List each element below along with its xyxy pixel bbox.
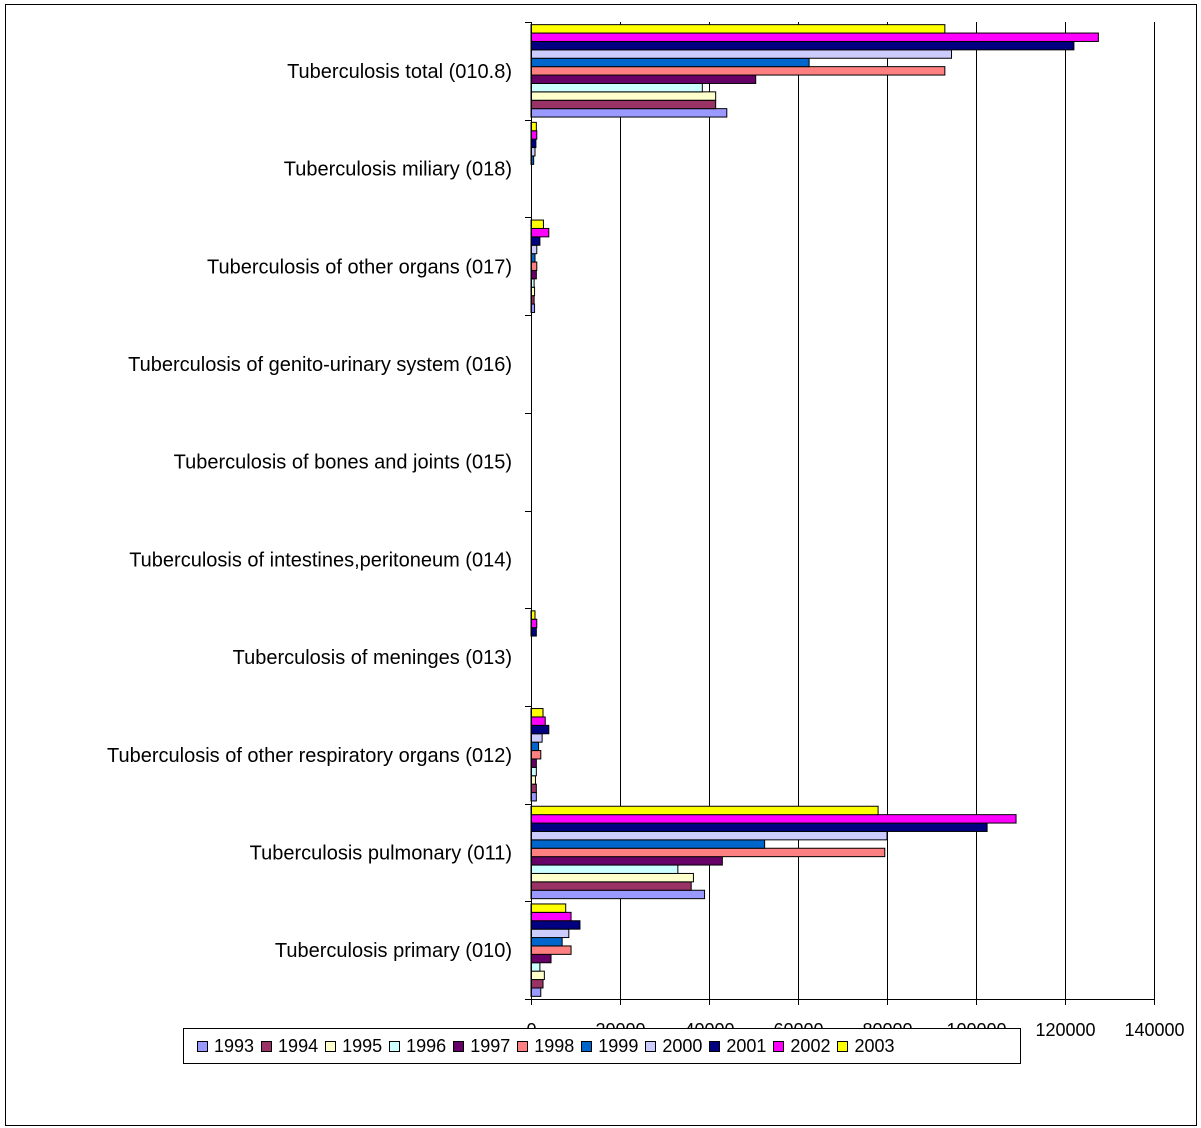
bar-2000-cat-1 xyxy=(530,830,888,841)
legend-item: 2002 xyxy=(773,1036,830,1057)
legend-item: 1994 xyxy=(261,1036,318,1057)
bar-1996-cat-9 xyxy=(530,82,703,93)
bar-2001-cat-9 xyxy=(530,40,1075,51)
category-label: Tuberculosis of other respiratory organs… xyxy=(107,745,512,767)
legend-swatch xyxy=(197,1040,208,1052)
legend-swatch xyxy=(581,1040,593,1052)
bar-2000-cat-0 xyxy=(530,928,570,939)
bar-1994-cat-1 xyxy=(530,881,692,891)
category-label: Tuberculosis of meninges (013) xyxy=(233,647,512,669)
legend-item: 1996 xyxy=(389,1036,446,1057)
bar-1994-cat-9 xyxy=(530,99,717,110)
bar-1997-cat-0 xyxy=(530,953,552,964)
legend-label: 1997 xyxy=(470,1035,511,1056)
bar-2003-cat-7 xyxy=(530,219,544,229)
bar-2002-cat-0 xyxy=(530,911,572,922)
legend-swatch xyxy=(389,1040,401,1052)
legend-label: 1996 xyxy=(406,1035,447,1056)
bar-1998-cat-2 xyxy=(530,750,542,760)
bar-2002-cat-9 xyxy=(530,32,1099,42)
category-label: Tuberculosis of genito-urinary system (0… xyxy=(128,354,512,376)
legend-swatch xyxy=(645,1040,657,1052)
legend-label: 2002 xyxy=(790,1035,831,1056)
bar-2001-cat-1 xyxy=(530,822,988,832)
bar-1999-cat-1 xyxy=(530,839,766,849)
legend-label: 1993 xyxy=(214,1035,255,1056)
bar-1998-cat-0 xyxy=(530,945,572,955)
bar-1993-cat-1 xyxy=(530,889,706,900)
legend-item: 2000 xyxy=(645,1036,702,1057)
legend-swatch xyxy=(709,1040,721,1052)
bar-2003-cat-9 xyxy=(530,24,946,34)
legend-label: 2001 xyxy=(726,1035,767,1056)
x-tick-label: 120000 xyxy=(1035,1020,1095,1040)
bar-2003-cat-1 xyxy=(530,805,879,816)
bar-1995-cat-0 xyxy=(530,970,545,981)
bar-1995-cat-1 xyxy=(530,872,694,883)
category-label: Tuberculosis total (010.8) xyxy=(287,61,512,83)
category-label: Tuberculosis of other organs (017) xyxy=(207,256,512,278)
legend-item: 1997 xyxy=(453,1036,510,1057)
legend-item: 1995 xyxy=(325,1036,382,1057)
legend-swatch xyxy=(453,1040,465,1052)
bar-2001-cat-0 xyxy=(530,920,581,930)
bar-1993-cat-9 xyxy=(530,108,728,118)
category-label: Tuberculosis of bones and joints (015) xyxy=(174,452,512,474)
category-label: Tuberculosis primary (010) xyxy=(275,940,512,962)
bar-2001-cat-2 xyxy=(530,724,550,735)
bar-2000-cat-9 xyxy=(530,49,953,59)
category-label: Tuberculosis of intestines,peritoneum (0… xyxy=(129,549,512,571)
legend-swatch xyxy=(325,1040,337,1052)
bar-1993-cat-0 xyxy=(530,987,542,997)
bar-1997-cat-9 xyxy=(530,74,757,84)
bar-1999-cat-0 xyxy=(530,937,563,947)
bar-1996-cat-1 xyxy=(530,864,679,874)
bar-1998-cat-9 xyxy=(530,66,946,76)
bar-2001-cat-7 xyxy=(530,236,541,246)
chart-frame xyxy=(5,4,1197,1126)
legend-item: 1998 xyxy=(517,1036,574,1057)
bar-1999-cat-2 xyxy=(530,741,540,752)
bar-2003-cat-0 xyxy=(530,903,567,913)
category-label: Tuberculosis miliary (018) xyxy=(284,159,512,181)
bar-1999-cat-9 xyxy=(530,57,810,68)
bar-1996-cat-0 xyxy=(530,962,541,972)
legend-label: 1994 xyxy=(278,1035,319,1056)
bar-2000-cat-2 xyxy=(530,733,543,743)
category-label: Tuberculosis pulmonary (011) xyxy=(250,842,512,864)
bar-1995-cat-9 xyxy=(530,91,717,101)
legend-label: 1998 xyxy=(534,1035,575,1056)
legend-item: 1993 xyxy=(197,1036,254,1057)
bar-2002-cat-1 xyxy=(530,814,1017,824)
bar-2002-cat-7 xyxy=(530,227,550,238)
legend-label: 2003 xyxy=(854,1035,895,1056)
bar-1998-cat-1 xyxy=(530,847,886,858)
bar-1997-cat-1 xyxy=(530,856,723,866)
legend-item: 2003 xyxy=(837,1035,895,1057)
chart-legend: 1993 1994 1995 1996 1997 1998 1999 2000 2001 2002… xyxy=(183,1028,1021,1064)
legend-swatch xyxy=(773,1040,785,1052)
bar-2002-cat-2 xyxy=(530,716,546,726)
legend-swatch xyxy=(261,1040,273,1052)
legend-item: 2001 xyxy=(709,1036,766,1057)
x-tick-label: 140000 xyxy=(1124,1020,1184,1040)
bar-1994-cat-0 xyxy=(530,979,544,989)
legend-label: 2000 xyxy=(662,1035,703,1056)
bar-2003-cat-2 xyxy=(530,708,544,718)
legend-item: 1999 xyxy=(581,1036,638,1057)
legend-swatch xyxy=(517,1040,529,1052)
legend-label: 1995 xyxy=(342,1035,383,1056)
legend-swatch xyxy=(837,1040,849,1052)
legend-label: 1999 xyxy=(598,1035,639,1056)
